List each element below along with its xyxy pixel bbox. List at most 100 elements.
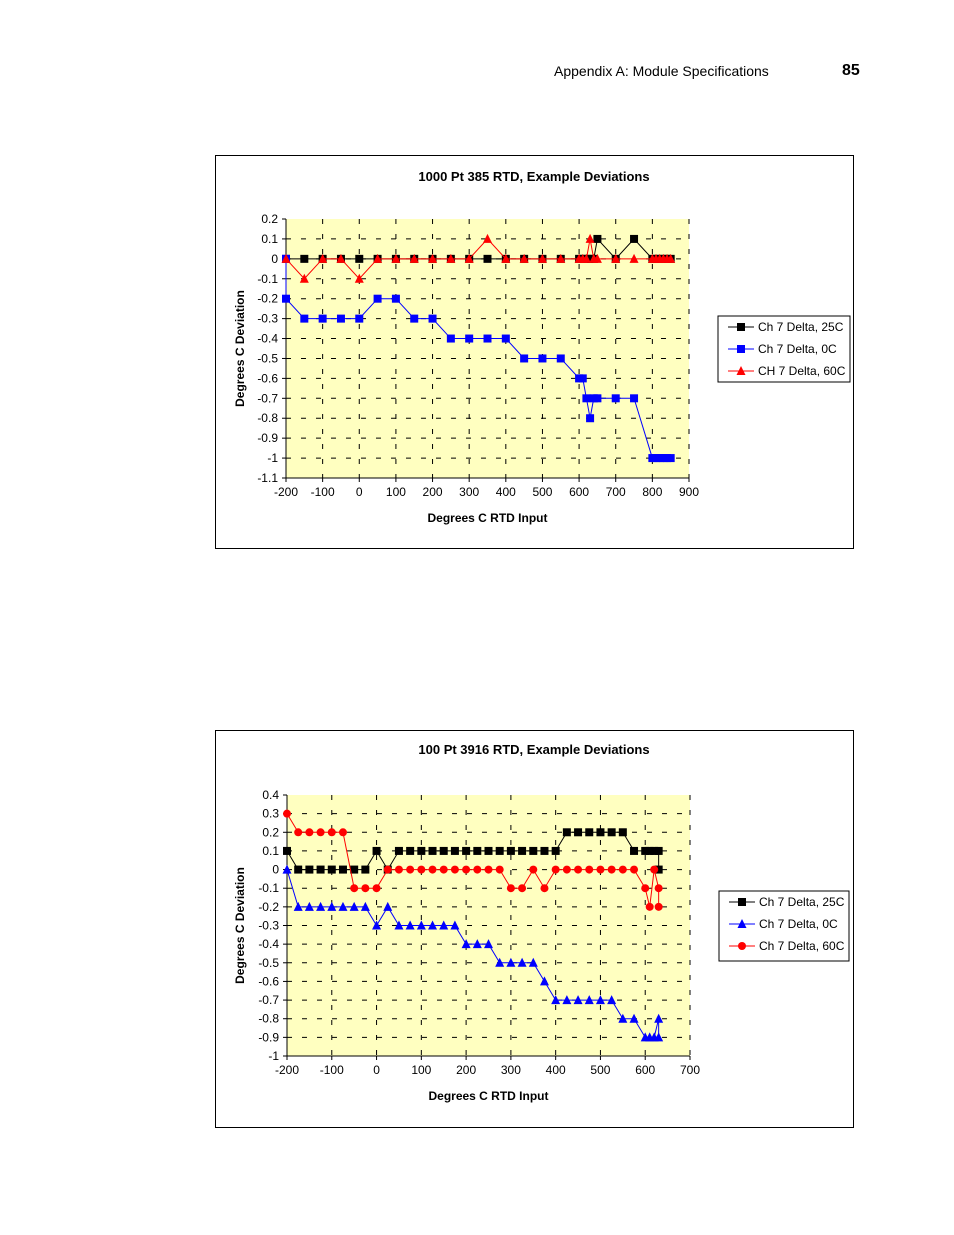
- data-point: [372, 920, 382, 930]
- data-point: [439, 865, 448, 874]
- data-point: [300, 314, 309, 323]
- legend-swatch-marker: [738, 942, 746, 950]
- data-point: [654, 846, 663, 855]
- chart-pt3916-deviations: 100 Pt 3916 RTD, Example Deviations 0.4 0.…: [215, 730, 854, 1128]
- y-tick-label: 0: [272, 863, 279, 877]
- data-point: [501, 253, 511, 263]
- data-point: [573, 995, 583, 1005]
- data-point: [666, 253, 676, 263]
- data-point: [349, 901, 359, 911]
- x-tick-label: 0: [356, 485, 363, 499]
- y-tick-label: -0.3: [258, 919, 279, 933]
- x-tick-label: 300: [501, 1063, 521, 1077]
- data-point: [495, 957, 505, 967]
- data-point: [596, 828, 605, 837]
- legend: Ch 7 Delta, 25C Ch 7 Delta, 0C Ch 7 Delta,…: [718, 890, 850, 962]
- data-point: [305, 828, 314, 837]
- x-tick-label: 200: [423, 485, 443, 499]
- data-point: [562, 828, 571, 837]
- data-point: [483, 334, 492, 343]
- y-tick-label: -0.8: [257, 411, 278, 425]
- x-tick-label: -100: [311, 485, 335, 499]
- x-tick-label: 400: [496, 485, 516, 499]
- y-tick-label: -1: [268, 1049, 279, 1063]
- chart-pt385-deviations: 1000 Pt 385 RTD, Example Deviations 0.2 0.…: [215, 155, 854, 549]
- y-tick-label: 0.1: [261, 232, 278, 246]
- series-2: [282, 254, 675, 463]
- data-point: [495, 846, 504, 855]
- data-point: [506, 957, 516, 967]
- data-point: [595, 995, 605, 1005]
- data-point: [355, 314, 364, 323]
- x-tick-label: 500: [532, 485, 552, 499]
- data-point: [473, 865, 482, 874]
- data-point: [336, 253, 346, 263]
- data-point: [585, 233, 595, 243]
- data-point: [350, 884, 359, 893]
- data-point: [383, 901, 393, 911]
- data-point: [630, 234, 639, 243]
- data-point: [654, 884, 663, 893]
- data-point: [299, 273, 309, 283]
- data-point: [528, 957, 538, 967]
- data-point: [417, 865, 426, 874]
- y-axis-title: Degrees C Deviation: [233, 290, 247, 407]
- data-point: [318, 314, 327, 323]
- data-point: [293, 901, 303, 911]
- data-point: [495, 865, 504, 874]
- data-point: [593, 394, 602, 403]
- y-tick-label: -0.5: [257, 351, 278, 365]
- legend-swatch-marker: [737, 345, 745, 353]
- x-tick-label: 100: [386, 485, 406, 499]
- data-point: [316, 828, 325, 837]
- data-point: [607, 828, 616, 837]
- x-tick-label: 300: [459, 485, 479, 499]
- data-point: [450, 846, 459, 855]
- data-point: [316, 865, 325, 874]
- legend-label: Ch 7 Delta, 0C: [759, 917, 838, 931]
- data-point: [551, 995, 561, 1005]
- data-point: [465, 334, 474, 343]
- y-tick-label: -0.8: [258, 1012, 279, 1026]
- data-point: [373, 253, 383, 263]
- y-tick-label: -0.4: [257, 332, 278, 346]
- data-point: [529, 865, 538, 874]
- legend-swatch-marker: [738, 898, 746, 906]
- data-point: [654, 1032, 664, 1042]
- data-point: [428, 846, 437, 855]
- data-point: [446, 334, 455, 343]
- data-point: [394, 865, 403, 874]
- data-point: [574, 828, 583, 837]
- data-point: [336, 314, 345, 323]
- data-point: [654, 902, 663, 911]
- data-point: [406, 865, 415, 874]
- data-point: [373, 294, 382, 303]
- data-point: [654, 865, 663, 874]
- data-point: [593, 234, 602, 243]
- y-tick-label: -0.7: [257, 391, 278, 405]
- data-point: [537, 253, 547, 263]
- data-point: [540, 846, 549, 855]
- y-tick-label: -0.7: [258, 993, 279, 1007]
- data-point: [405, 920, 415, 930]
- data-point: [304, 901, 314, 911]
- data-point: [300, 254, 309, 263]
- y-tick-label: -0.6: [257, 371, 278, 385]
- x-axis-title: Degrees C RTD Input: [428, 1089, 548, 1103]
- y-tick-label: 0: [271, 252, 278, 266]
- data-point: [556, 253, 566, 263]
- data-point: [416, 920, 426, 930]
- y-tick-label: -0.1: [257, 272, 278, 286]
- data-point: [338, 901, 348, 911]
- page-header: Appendix A: Module Specifications 85: [0, 62, 954, 82]
- data-point: [618, 828, 627, 837]
- data-point: [316, 901, 326, 911]
- data-point: [372, 884, 381, 893]
- data-point: [666, 454, 675, 463]
- data-point: [611, 253, 621, 263]
- y-tick-label: 0.3: [262, 807, 279, 821]
- y-tick-label: -0.3: [257, 312, 278, 326]
- x-tick-label: -200: [274, 485, 298, 499]
- data-point: [519, 253, 529, 263]
- data-point: [283, 809, 291, 818]
